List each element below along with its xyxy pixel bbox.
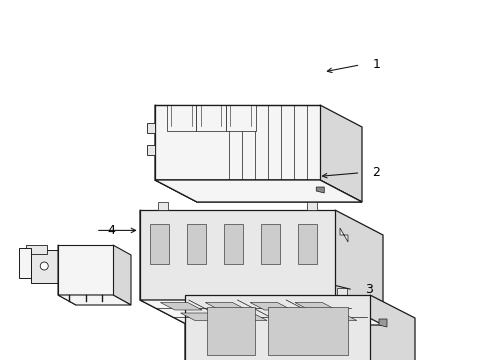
- Polygon shape: [58, 245, 113, 295]
- Polygon shape: [158, 202, 169, 210]
- Polygon shape: [147, 122, 155, 132]
- Text: 1: 1: [372, 58, 380, 71]
- Polygon shape: [155, 180, 362, 202]
- Polygon shape: [225, 313, 267, 320]
- Polygon shape: [160, 302, 202, 310]
- Polygon shape: [298, 224, 318, 264]
- Polygon shape: [370, 295, 415, 360]
- Polygon shape: [335, 210, 383, 325]
- Polygon shape: [185, 295, 230, 360]
- Polygon shape: [316, 187, 324, 193]
- Polygon shape: [250, 302, 292, 310]
- Polygon shape: [25, 245, 47, 254]
- Polygon shape: [30, 250, 58, 283]
- Polygon shape: [207, 307, 255, 355]
- Polygon shape: [272, 288, 283, 295]
- Polygon shape: [205, 302, 247, 310]
- Circle shape: [40, 262, 48, 270]
- Polygon shape: [140, 210, 335, 300]
- Polygon shape: [147, 145, 155, 155]
- Polygon shape: [208, 288, 218, 295]
- Polygon shape: [155, 105, 320, 180]
- Polygon shape: [58, 245, 76, 305]
- Polygon shape: [320, 105, 362, 202]
- Polygon shape: [113, 245, 131, 305]
- Polygon shape: [268, 307, 348, 355]
- Polygon shape: [140, 210, 188, 325]
- Polygon shape: [150, 224, 169, 264]
- Text: 4: 4: [108, 224, 116, 237]
- Polygon shape: [307, 202, 317, 210]
- Polygon shape: [261, 224, 280, 264]
- Polygon shape: [185, 295, 370, 360]
- Text: 2: 2: [372, 166, 380, 179]
- Polygon shape: [58, 295, 131, 305]
- Polygon shape: [187, 224, 206, 264]
- Polygon shape: [196, 105, 226, 131]
- Polygon shape: [155, 180, 362, 202]
- Polygon shape: [295, 302, 337, 310]
- Polygon shape: [140, 300, 383, 325]
- Polygon shape: [155, 105, 197, 202]
- Polygon shape: [315, 313, 357, 320]
- Polygon shape: [226, 105, 256, 131]
- Polygon shape: [224, 224, 244, 264]
- Polygon shape: [270, 313, 312, 320]
- Polygon shape: [340, 228, 348, 242]
- Polygon shape: [379, 319, 387, 327]
- Polygon shape: [180, 313, 222, 320]
- Polygon shape: [19, 248, 30, 278]
- Polygon shape: [167, 105, 196, 131]
- Polygon shape: [223, 228, 231, 242]
- Polygon shape: [337, 288, 347, 295]
- Text: 3: 3: [365, 283, 373, 296]
